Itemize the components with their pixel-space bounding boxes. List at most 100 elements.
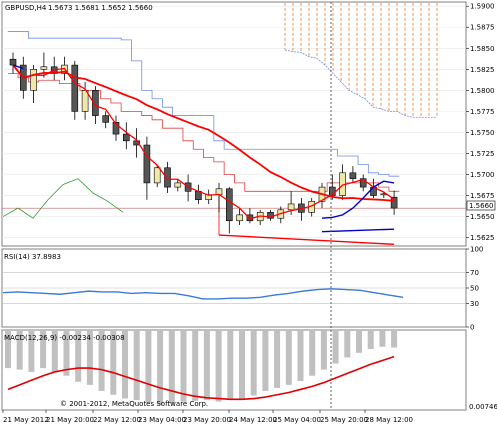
time-tick-label: 21 May 20:00 bbox=[46, 416, 94, 424]
price-tick-label: 1.5675 bbox=[470, 192, 495, 200]
time-tick-label: 22 May 12:00 bbox=[93, 416, 141, 424]
macd-histogram-bar bbox=[344, 330, 351, 358]
macd-histogram-bar bbox=[367, 330, 374, 350]
price-tick-label: 1.5800 bbox=[470, 87, 495, 95]
price-axis: 1.5900 1.5875 1.5850 1.5825 1.5800 1.5775 1.57… bbox=[466, 3, 495, 242]
candle-body bbox=[81, 90, 89, 112]
rsi-indicator: 100 70 50 30 0 bbox=[2, 246, 483, 332]
macd-histogram-bar bbox=[332, 330, 339, 364]
macd-histogram-bar bbox=[98, 330, 105, 391]
price-tick-label: 1.5875 bbox=[470, 24, 495, 32]
slow-ma-line bbox=[12, 64, 395, 202]
time-tick-label: 24 May 12:00 bbox=[229, 416, 277, 424]
candle-body bbox=[390, 196, 398, 209]
rsi-axis-label: 70 bbox=[470, 269, 479, 277]
macd-histogram-bar bbox=[379, 330, 386, 347]
price-tick-label: 1.5650 bbox=[470, 213, 495, 221]
time-tick-label: 25 May 04:00 bbox=[273, 416, 321, 424]
price-tick-label: 1.5825 bbox=[470, 66, 495, 74]
price-pane[interactable] bbox=[1, 1, 467, 247]
macd-histogram-bar bbox=[320, 330, 327, 370]
price-tick-label: 1.5625 bbox=[470, 234, 495, 242]
macd-histogram-bar bbox=[215, 330, 222, 402]
time-tick-label: 23 May 20:00 bbox=[183, 416, 231, 424]
lower-envelope-line bbox=[7, 73, 400, 192]
price-tick-label: 1.5900 bbox=[470, 3, 495, 11]
candle-body bbox=[112, 122, 120, 135]
macd-histogram-bar bbox=[16, 330, 23, 370]
candle-body bbox=[153, 167, 161, 184]
candle-body bbox=[123, 133, 130, 142]
chikou-line bbox=[2, 178, 124, 219]
macd-histogram-bar bbox=[63, 330, 70, 376]
support-line bbox=[218, 234, 395, 246]
current-price-text: 1.5660 bbox=[469, 202, 494, 210]
macd-histogram-bar bbox=[192, 330, 199, 401]
macd-histogram-bar bbox=[274, 330, 281, 388]
candle-body bbox=[349, 172, 357, 179]
macd-histogram-bar bbox=[203, 330, 210, 401]
macd-histogram-bar bbox=[40, 330, 47, 369]
time-tick-label: 21 May 2012 bbox=[3, 416, 49, 424]
candle-body bbox=[236, 214, 243, 222]
macd-histogram-bar bbox=[122, 330, 128, 399]
price-tick-label: 1.5775 bbox=[470, 108, 495, 116]
candle-body bbox=[164, 167, 171, 188]
macd-histogram-bar bbox=[391, 330, 398, 348]
envelope-lines bbox=[2, 31, 466, 246]
macd-histogram-bar bbox=[180, 330, 187, 402]
macd-histogram-bar bbox=[250, 330, 257, 396]
macd-indicator bbox=[5, 330, 398, 405]
ohlc-readout: 1.5673 1.5681 1.5652 1.5660 bbox=[48, 4, 153, 12]
macd-histogram-bar bbox=[239, 330, 245, 399]
tenkan-line-left bbox=[12, 64, 24, 70]
symbol-timeframe-label: GBPUSD,H4 bbox=[5, 4, 47, 12]
chikou-span-line bbox=[2, 178, 124, 219]
time-tick-label: 23 May 04:00 bbox=[138, 416, 186, 424]
time-tick-label: 28 May 12:00 bbox=[365, 416, 413, 424]
tenkan-line bbox=[321, 180, 395, 219]
macd-histogram-bar bbox=[75, 330, 82, 382]
candle-body bbox=[92, 90, 99, 116]
macd-histogram-bar bbox=[5, 330, 11, 369]
macd-axis-label: 0.00746 bbox=[469, 403, 497, 411]
candle-body bbox=[287, 203, 295, 211]
candle-body bbox=[40, 66, 48, 70]
candle-body bbox=[30, 69, 37, 91]
candle-body bbox=[102, 115, 109, 123]
candle-body bbox=[71, 64, 79, 112]
macd-histogram-bar bbox=[356, 330, 362, 353]
macd-histogram-bar bbox=[51, 330, 58, 372]
macd-histogram-bar bbox=[297, 330, 304, 382]
macd-histogram-bar bbox=[28, 330, 35, 372]
rsi-line bbox=[2, 288, 404, 300]
cloud-edge-line bbox=[284, 49, 437, 118]
rsi-axis-label: 30 bbox=[470, 300, 479, 308]
macd-histogram-bar bbox=[309, 330, 316, 376]
current-price-tag bbox=[466, 200, 496, 211]
price-tick-label: 1.5700 bbox=[470, 171, 495, 179]
macd-histogram-bar bbox=[86, 330, 93, 385]
price-tick-label: 1.5725 bbox=[470, 150, 495, 158]
upper-envelope-line bbox=[7, 31, 400, 177]
candle-body bbox=[226, 188, 233, 222]
ichimoku-cloud bbox=[284, 2, 438, 118]
kijun-line bbox=[321, 228, 395, 233]
copyright-label: © 2001-2012, MetaQuotes Software Corp. bbox=[60, 400, 208, 408]
macd-signal-line bbox=[7, 355, 395, 401]
rsi-label: RSI(14) 37.8983 bbox=[4, 253, 61, 261]
rsi-axis-label: 100 bbox=[470, 246, 483, 254]
macd-label: MACD(12,26,9) -0.00234 -0.00308 bbox=[4, 334, 125, 342]
macd-histogram-bar bbox=[133, 330, 140, 401]
macd-histogram-bar bbox=[110, 330, 117, 395]
macd-histogram-bar bbox=[285, 330, 292, 385]
macd-histogram-bar bbox=[262, 330, 269, 391]
candle-body bbox=[9, 58, 17, 66]
rsi-axis-label: 50 bbox=[470, 285, 479, 293]
macd-histogram-bar bbox=[168, 330, 175, 404]
candle-body bbox=[267, 212, 274, 219]
rsi-axis-label: 0 bbox=[470, 324, 474, 332]
macd-histogram-bar bbox=[227, 330, 234, 401]
